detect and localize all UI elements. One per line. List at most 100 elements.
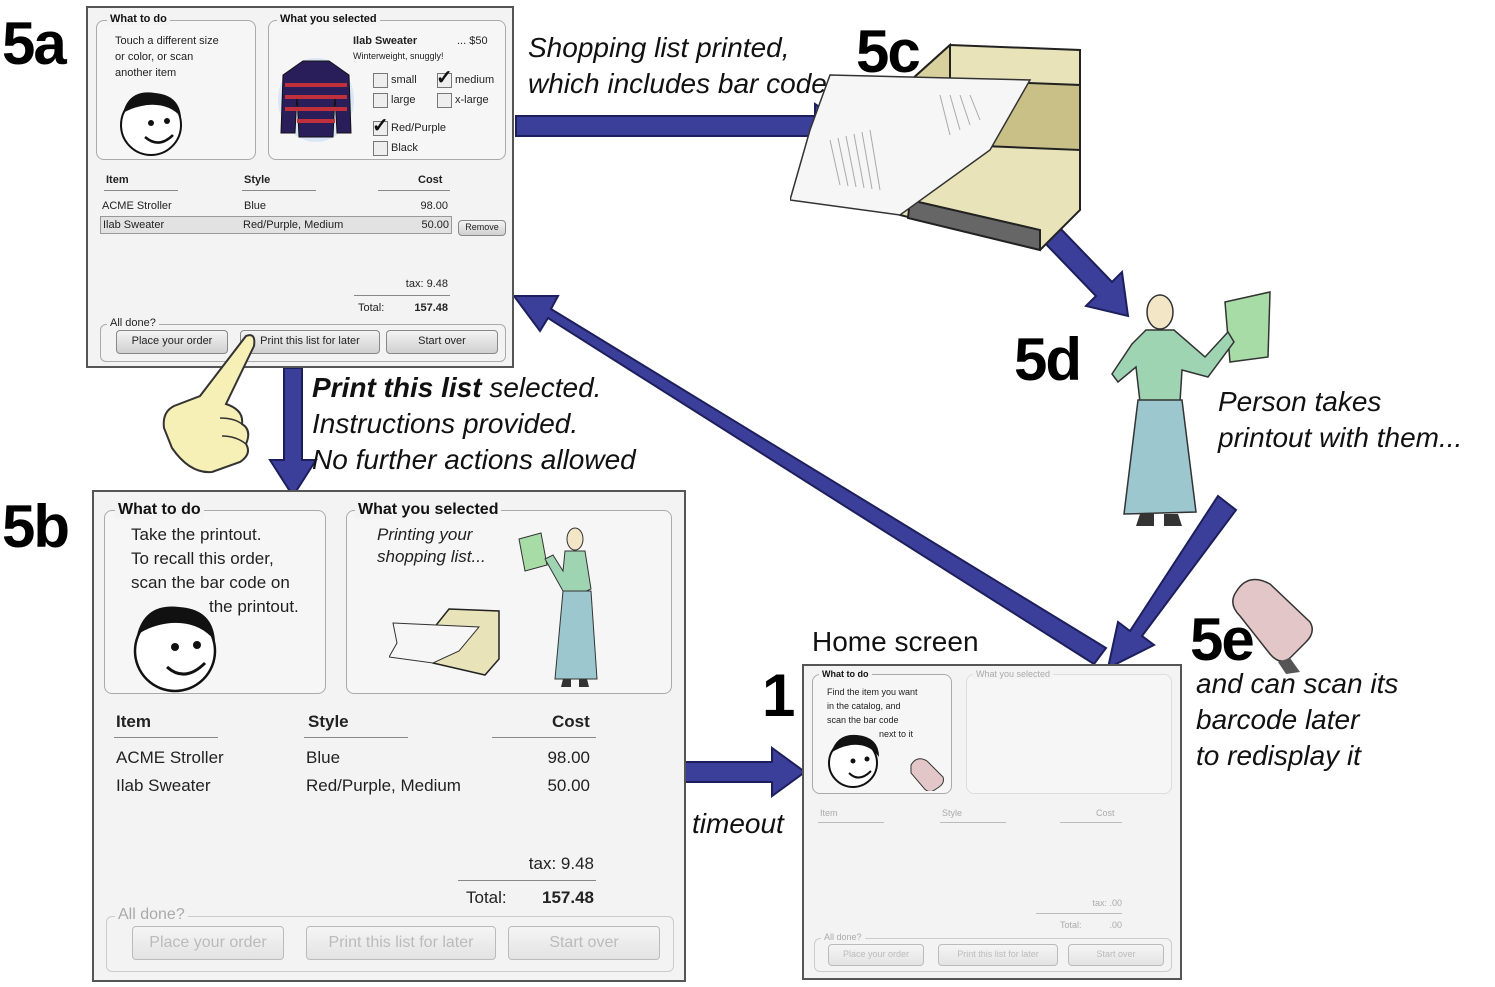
step-label-5a: 5a: [2, 10, 67, 77]
column-header-cost: Cost: [552, 712, 590, 731]
caption-5d-line2: printout with them...: [1218, 421, 1463, 453]
product-name: Ilab Sweater: [353, 35, 418, 47]
arrow-5c-to-5d: [1040, 224, 1130, 318]
divider: [242, 190, 316, 191]
what-you-selected-title: What you selected: [355, 501, 502, 519]
step-label-5d: 5d: [1014, 326, 1082, 393]
print-list-button[interactable]: Print this list for later: [938, 944, 1058, 966]
person-illustration: [1111, 291, 1271, 526]
size-medium-checkbox[interactable]: ✓: [436, 67, 453, 89]
divider: [304, 737, 408, 738]
total-value: 157.48: [542, 888, 594, 907]
instruction-line-3: scan the bar code on: [131, 573, 290, 592]
sweater-image: [278, 58, 354, 142]
instruction-line-2: in the catalog, and: [827, 701, 901, 711]
size-large-checkbox[interactable]: [373, 93, 388, 108]
size-xlarge-label: x-large: [455, 94, 489, 106]
divider: [458, 880, 596, 881]
instruction-line-2: To recall this order,: [131, 549, 274, 568]
start-over-button[interactable]: Start over: [386, 330, 498, 354]
print-list-button[interactable]: Print this list for later: [306, 926, 496, 960]
caption-print-rest: selected.: [481, 372, 602, 403]
all-done-group: All done?: [100, 317, 506, 362]
table-row-selected[interactable]: Ilab Sweater Red/Purple, Medium 50.00: [100, 216, 452, 234]
arrow-5b-to-home: [681, 746, 807, 798]
tax-value: tax: 9.48: [528, 854, 594, 873]
place-order-button[interactable]: Place your order: [116, 330, 228, 354]
all-done-title: All done?: [821, 932, 865, 942]
caption-print-line2: Instructions provided.: [312, 407, 579, 439]
screen-home: What to do Find the item you want in the…: [802, 664, 1182, 980]
person-icon: [518, 527, 598, 687]
barcode-scanner-icon: [1232, 578, 1313, 674]
divider: [354, 295, 450, 296]
caption-timeout: timeout: [692, 808, 784, 839]
place-order-button[interactable]: Place your order: [132, 926, 284, 960]
step-label-5b: 5b: [2, 493, 70, 560]
row-cost: 50.00: [421, 219, 449, 231]
row-item: Ilab Sweater: [116, 776, 211, 795]
screen-5b: What to do Take the printout. To recall …: [92, 490, 686, 982]
caption-print-selected: Print this list selected. Instructions p…: [312, 370, 636, 477]
caption-5e: and can scan its barcode later to redisp…: [1196, 666, 1398, 773]
what-you-selected-title: What you selected: [973, 669, 1054, 679]
remove-button[interactable]: Remove: [458, 220, 506, 236]
caption-5c-line2: which includes bar code: [528, 67, 827, 99]
clerk-face-icon: [133, 606, 217, 693]
caption-5c-line1: Shopping list printed,: [528, 32, 790, 63]
what-to-do-title: What to do: [819, 669, 872, 679]
size-small-checkbox[interactable]: [373, 73, 388, 88]
all-done-group: All done?: [814, 932, 1172, 972]
caption-5e-line2: barcode later: [1196, 703, 1360, 735]
instruction-line-4: the printout.: [209, 597, 299, 616]
total-label: Total:: [466, 888, 507, 907]
step-label-5c: 5c: [856, 18, 921, 85]
row-item: Ilab Sweater: [103, 219, 165, 231]
what-you-selected-panel: What you selected Printing your shopping…: [346, 501, 672, 694]
caption-5d: Person takes printout with them...: [1218, 384, 1462, 456]
column-header-item: Item: [116, 712, 151, 731]
step-label-1: 1: [762, 662, 795, 729]
instruction-line-1: Touch a different size: [115, 35, 219, 47]
row-cost: 50.00: [547, 776, 590, 795]
row-item: ACME Stroller: [116, 748, 224, 767]
column-header-style: Style: [244, 174, 271, 186]
divider: [1060, 822, 1122, 823]
divider: [104, 190, 178, 191]
caption-print-line3: No further actions allowed: [312, 443, 636, 475]
all-done-title: All done?: [115, 906, 188, 924]
what-you-selected-panel: What you selected: [966, 669, 1172, 794]
caption-5e-line3: to redisplay it: [1196, 739, 1361, 771]
divider: [1036, 913, 1122, 914]
product-price: ... $50: [457, 35, 488, 47]
size-medium-label: medium: [455, 74, 495, 86]
color-redpurple-label: Red/Purple: [391, 122, 447, 134]
divider: [114, 737, 218, 738]
printing-status-line-1: Printing your: [377, 525, 473, 544]
printing-status-line-2: shopping list...: [377, 547, 486, 566]
tax-value: tax: 9.48: [405, 278, 448, 290]
color-black-checkbox[interactable]: [373, 141, 388, 156]
start-over-button[interactable]: Start over: [1068, 944, 1164, 966]
tax-value: tax: .00: [1092, 898, 1122, 908]
place-order-button[interactable]: Place your order: [828, 944, 924, 966]
arrow-5e-to-home: [1106, 494, 1238, 670]
divider: [492, 737, 596, 738]
print-list-button[interactable]: Print this list for later: [240, 330, 380, 354]
clerk-face-icon: [828, 734, 879, 788]
caption-5c: Shopping list printed, which includes ba…: [528, 30, 827, 102]
column-header-item: Item: [820, 808, 838, 818]
instruction-line-2: or color, or scan: [115, 51, 194, 63]
size-small-label: small: [391, 74, 417, 86]
start-over-button[interactable]: Start over: [508, 926, 660, 960]
screen-5a: What to do Touch a different size or col…: [86, 6, 514, 368]
divider: [940, 822, 1006, 823]
total-label: Total:: [358, 302, 385, 314]
row-style: Blue: [306, 748, 341, 767]
column-header-style: Style: [308, 712, 349, 731]
color-redpurple-checkbox[interactable]: ✓: [372, 115, 389, 137]
size-xlarge-checkbox[interactable]: [437, 93, 452, 108]
what-to-do-panel: What to do Find the item you want in the…: [812, 669, 952, 794]
caption-5d-line1: Person takes: [1218, 386, 1382, 417]
